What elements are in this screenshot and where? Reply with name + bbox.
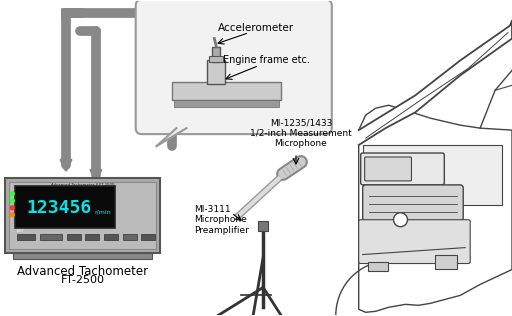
Bar	[368, 262, 388, 271]
Text: MI-1235/1433
1/2-inch Measurement
Microphone: MI-1235/1433 1/2-inch Measurement Microp…	[250, 118, 352, 148]
Circle shape	[10, 199, 14, 203]
Text: MI-3111
Microphone
Preamplifier: MI-3111 Microphone Preamplifier	[195, 205, 249, 234]
Text: Advanced Tachometer: Advanced Tachometer	[17, 264, 148, 277]
Bar	[209, 57, 223, 63]
Text: Advanced Tachometer II FT-2500: Advanced Tachometer II FT-2500	[51, 183, 114, 187]
Bar	[104, 234, 118, 240]
Bar	[15, 186, 115, 228]
Bar	[174, 100, 279, 107]
Bar	[362, 145, 502, 205]
Circle shape	[394, 213, 408, 227]
Bar	[172, 82, 281, 100]
Text: r/min: r/min	[95, 209, 111, 214]
Text: Accelerometer: Accelerometer	[218, 23, 294, 33]
FancyBboxPatch shape	[365, 157, 412, 181]
FancyBboxPatch shape	[362, 185, 463, 221]
Bar	[9, 182, 156, 249]
Bar	[85, 234, 99, 240]
Text: INPUT: INPUT	[17, 229, 25, 233]
Text: Engine frame etc.: Engine frame etc.	[223, 56, 310, 65]
FancyBboxPatch shape	[136, 0, 332, 134]
Bar	[435, 255, 457, 269]
Circle shape	[10, 192, 14, 196]
Bar	[17, 234, 35, 240]
Text: FT-2500: FT-2500	[60, 276, 104, 285]
Bar	[13, 252, 152, 258]
Polygon shape	[157, 128, 186, 146]
Polygon shape	[359, 21, 512, 145]
Bar	[141, 234, 155, 240]
FancyBboxPatch shape	[359, 220, 470, 264]
Polygon shape	[359, 105, 512, 312]
Text: 123456: 123456	[27, 199, 92, 216]
Bar	[207, 60, 225, 84]
Bar	[212, 46, 220, 63]
Bar	[40, 234, 62, 240]
Bar	[5, 178, 160, 252]
Circle shape	[10, 213, 14, 217]
Bar	[123, 234, 137, 240]
Bar	[258, 221, 268, 231]
Circle shape	[10, 206, 14, 210]
Bar	[67, 234, 81, 240]
FancyBboxPatch shape	[360, 153, 444, 185]
